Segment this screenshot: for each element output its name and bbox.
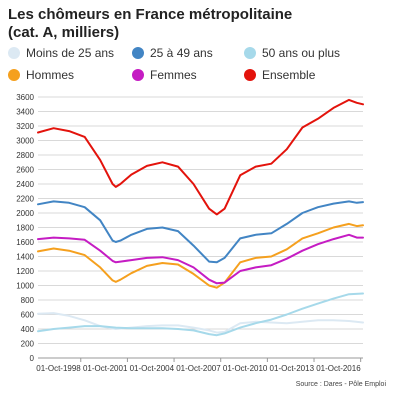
chart-title-line1: Les chômeurs en France métropolitaine — [8, 6, 293, 23]
y-tick-label: 3400 — [16, 108, 34, 117]
legend-swatch-moins-de-25-ans — [8, 47, 20, 59]
legend-label-25-a-49-ans: 25 à 49 ans — [150, 46, 213, 60]
series-line-hommes — [37, 222, 364, 289]
y-tick-label: 2400 — [16, 180, 34, 189]
x-tick-label: 01-Oct-2004 — [130, 364, 175, 373]
chart-grid — [38, 96, 363, 359]
y-tick-label: 1400 — [16, 253, 34, 262]
legend-item-moins-de-25-ans[interactable]: Moins de 25 ans — [8, 46, 114, 60]
y-tick-label: 800 — [21, 296, 35, 305]
y-tick-label: 2200 — [16, 195, 34, 204]
legend-swatch-femmes — [132, 69, 144, 81]
y-tick-label: 1600 — [16, 238, 34, 247]
chart-title: Les chômeurs en France métropolitaine (c… — [8, 6, 396, 42]
legend-item-25-a-49-ans[interactable]: 25 à 49 ans — [132, 46, 213, 60]
chart-source: Source : Dares - Pôle Emploi — [295, 381, 386, 388]
series-line-25-a-49-ans — [37, 200, 364, 264]
legend-label-hommes: Hommes — [26, 68, 75, 82]
series-line-femmes — [37, 233, 364, 285]
legend-swatch-hommes — [8, 69, 20, 81]
chart-title-line2: (cat. A, milliers) — [8, 24, 120, 41]
x-tick-label: 01-Oct-2001 — [83, 364, 128, 373]
chart-series-lines — [37, 98, 364, 337]
x-tick-label: 01-Oct-2010 — [223, 364, 268, 373]
y-tick-label: 1200 — [16, 267, 34, 276]
legend-label-ensemble: Ensemble — [262, 68, 316, 82]
y-tick-label: 600 — [21, 311, 35, 320]
y-tick-label: 200 — [21, 340, 35, 349]
series-line-50-ans-ou-plus — [37, 292, 364, 337]
y-tick-label: 1000 — [16, 282, 34, 291]
legend-label-50-ans-ou-plus: 50 ans ou plus — [262, 46, 341, 60]
legend-swatch-ensemble — [244, 69, 256, 81]
x-tick-label: 01-Oct-2016 — [316, 364, 361, 373]
legend-item-ensemble[interactable]: Ensemble — [244, 68, 315, 82]
legend-label-femmes: Femmes — [150, 68, 197, 82]
x-axis: 01-Oct-1998 01-Oct-2001 01-Oct-2004 01-Oct-… — [36, 357, 363, 373]
legend-item-hommes[interactable]: Hommes — [8, 68, 74, 82]
y-tick-label: 1800 — [16, 224, 34, 233]
y-tick-label: 3600 — [16, 93, 34, 102]
y-tick-label: 400 — [21, 325, 35, 334]
legend-label-moins-de-25-ans: Moins de 25 ans — [26, 46, 115, 60]
legend-item-50-ans-ou-plus[interactable]: 50 ans ou plus — [244, 46, 340, 60]
y-tick-label: 3000 — [16, 137, 34, 146]
legend-swatch-25-a-49-ans — [132, 47, 144, 59]
series-line-ensemble — [37, 98, 364, 216]
x-tick-label: 01-Oct-2007 — [176, 364, 221, 373]
series-line-moins-de-25-ans — [37, 312, 364, 334]
legend-item-femmes[interactable]: Femmes — [132, 68, 197, 82]
y-tick-label: 2000 — [16, 209, 34, 218]
x-tick-label: 01-Oct-2013 — [270, 364, 315, 373]
y-tick-label: 2800 — [16, 151, 34, 160]
y-axis: 0 200 400 600 800 1000 1200 1400 1600 1800 2000 220… — [16, 93, 34, 363]
y-tick-label: 2600 — [16, 166, 34, 175]
x-tick-label: 01-Oct-1998 — [36, 364, 81, 373]
y-tick-label: 0 — [30, 354, 35, 363]
legend-swatch-50-ans-ou-plus — [244, 47, 256, 59]
y-tick-label: 3200 — [16, 122, 34, 131]
